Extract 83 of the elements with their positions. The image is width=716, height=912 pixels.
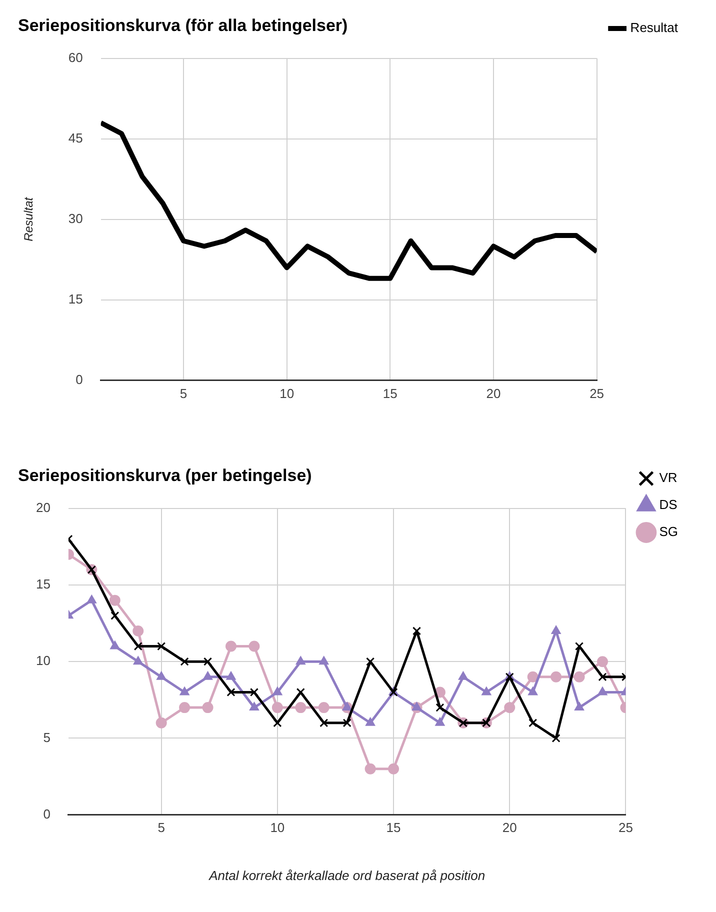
point — [226, 671, 236, 680]
point — [180, 686, 190, 696]
point — [436, 703, 444, 712]
point — [550, 671, 562, 682]
point — [574, 671, 585, 682]
y-tick-label: 60 — [68, 50, 83, 65]
point — [574, 642, 584, 651]
point — [388, 763, 400, 774]
point — [132, 625, 144, 636]
point — [273, 718, 282, 728]
point — [134, 642, 142, 651]
y-tick-label: 30 — [68, 210, 83, 226]
y-tick-label: 5 — [43, 730, 50, 745]
point — [342, 702, 352, 711]
point — [110, 611, 120, 620]
point — [412, 702, 422, 711]
chart-title: Seriepositionskurva (för alla betingelser) — [18, 16, 348, 35]
point — [249, 702, 260, 711]
chart-title: Seriepositionskurva (per betingelse) — [18, 466, 312, 485]
point — [482, 686, 492, 696]
point — [202, 671, 213, 680]
x-tick-label: 10 — [280, 386, 294, 401]
point — [272, 686, 282, 696]
point — [86, 594, 97, 604]
point — [435, 717, 445, 726]
legend-label: SG — [659, 524, 678, 540]
point — [365, 717, 376, 726]
point — [597, 656, 608, 668]
point — [250, 688, 258, 697]
point — [133, 656, 143, 665]
y-tick-label: 0 — [43, 806, 50, 822]
point — [458, 671, 468, 680]
point — [248, 640, 260, 652]
x-tick-label: 5 — [158, 820, 165, 836]
point — [364, 763, 376, 774]
legend-label: Resultat — [630, 20, 678, 36]
x-tick-label: 25 — [618, 820, 633, 836]
point — [318, 702, 330, 714]
point — [598, 672, 607, 682]
x-tick-label: 15 — [382, 386, 398, 401]
y-axis-title: Resultat — [22, 196, 36, 242]
x-tick-label: 10 — [270, 820, 285, 836]
point — [342, 718, 352, 728]
y-tick-label: 0 — [76, 372, 83, 387]
point — [552, 734, 560, 742]
legend-label: DS — [659, 497, 678, 512]
point — [226, 688, 236, 697]
point — [179, 702, 190, 714]
point — [320, 718, 328, 728]
x-axis-title: Antal korrekt återkallade ord baserat på position — [208, 868, 486, 883]
point — [157, 642, 166, 651]
point — [504, 702, 516, 714]
point — [598, 686, 608, 696]
y-tick-label: 15 — [68, 291, 83, 306]
y-tick-label: 15 — [36, 576, 50, 592]
point — [319, 656, 329, 665]
point — [156, 671, 166, 680]
point — [203, 657, 212, 666]
point — [202, 702, 214, 714]
point — [272, 702, 283, 714]
x-tick-label: 15 — [386, 820, 401, 836]
x-tick-label: 20 — [486, 386, 501, 401]
point — [574, 702, 584, 711]
y-tick-label: 20 — [36, 500, 50, 515]
point — [110, 640, 120, 650]
point — [109, 594, 120, 606]
y-tick-label: 45 — [68, 130, 83, 146]
legend-label: VR — [659, 470, 678, 486]
point — [180, 657, 189, 666]
point — [412, 626, 422, 636]
y-tick-label: 10 — [36, 653, 50, 668]
point — [551, 625, 561, 634]
point — [296, 656, 306, 665]
x-tick-label: 5 — [180, 386, 188, 401]
point — [528, 686, 538, 696]
point — [156, 717, 167, 728]
point — [527, 671, 538, 682]
x-tick-label: 20 — [502, 820, 517, 836]
point — [295, 702, 306, 714]
point — [366, 657, 375, 666]
point — [225, 640, 236, 652]
x-tick-label: 25 — [590, 386, 604, 401]
point — [528, 718, 538, 728]
